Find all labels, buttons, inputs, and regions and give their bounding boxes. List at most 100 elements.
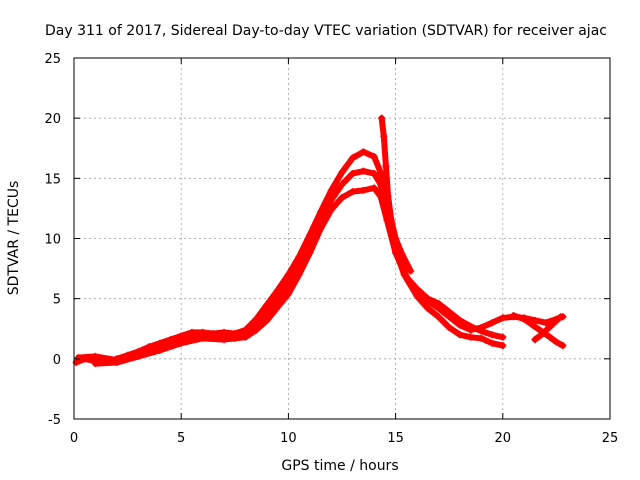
data-point bbox=[413, 292, 421, 300]
data-point bbox=[338, 180, 346, 188]
data-point bbox=[317, 225, 325, 233]
data-point bbox=[531, 336, 539, 344]
data-point bbox=[327, 186, 335, 194]
x-axis-title: GPS time / hours bbox=[281, 458, 398, 474]
data-point bbox=[377, 192, 385, 200]
y-tick-label: 20 bbox=[44, 112, 61, 127]
data-point bbox=[510, 312, 518, 320]
data-point bbox=[295, 271, 303, 279]
data-point bbox=[349, 188, 357, 196]
data-point bbox=[392, 235, 400, 242]
data-point bbox=[382, 162, 390, 170]
data-point bbox=[274, 303, 282, 311]
data-point bbox=[467, 322, 475, 330]
data-point bbox=[413, 285, 421, 293]
data-point bbox=[220, 336, 228, 344]
data-point bbox=[531, 316, 539, 324]
y-tick-label: 5 bbox=[53, 293, 61, 308]
series-trace bbox=[378, 115, 414, 274]
data-point bbox=[242, 333, 250, 341]
data-point bbox=[359, 148, 367, 156]
data-point bbox=[377, 180, 385, 188]
data-point bbox=[424, 295, 432, 303]
x-tick-label: 10 bbox=[280, 431, 297, 446]
data-point bbox=[327, 206, 335, 214]
data-point bbox=[546, 333, 554, 341]
data-point bbox=[370, 170, 378, 178]
data-point bbox=[263, 301, 271, 309]
data-point bbox=[338, 194, 346, 202]
y-tick-label: 25 bbox=[44, 52, 61, 67]
data-point bbox=[398, 250, 406, 258]
data-point bbox=[274, 295, 282, 303]
data-point bbox=[156, 346, 164, 354]
data-point bbox=[349, 170, 357, 178]
data-point bbox=[113, 358, 121, 366]
series-track-c bbox=[91, 184, 507, 368]
series-track-d bbox=[378, 114, 415, 275]
data-point bbox=[134, 352, 142, 360]
data-point bbox=[370, 184, 378, 192]
data-point bbox=[378, 114, 386, 122]
x-tick-label: 20 bbox=[495, 431, 512, 446]
data-point bbox=[552, 338, 560, 346]
data-point bbox=[284, 290, 292, 298]
data-point bbox=[359, 167, 367, 175]
data-point bbox=[387, 216, 395, 224]
data-point bbox=[544, 325, 552, 333]
data-point bbox=[477, 327, 485, 335]
data-point bbox=[488, 319, 496, 327]
data-point bbox=[91, 352, 99, 360]
data-point bbox=[445, 324, 453, 332]
data-point bbox=[177, 339, 185, 347]
data-point bbox=[542, 319, 550, 327]
data-point bbox=[306, 249, 314, 257]
data-point bbox=[499, 314, 507, 322]
data-point bbox=[488, 339, 496, 347]
data-point bbox=[445, 308, 453, 316]
data-point bbox=[370, 153, 378, 161]
data-point bbox=[327, 196, 335, 204]
chart-title: Day 311 of 2017, Sidereal Day-to-day VTE… bbox=[45, 23, 607, 39]
y-tick-label: 0 bbox=[53, 353, 61, 368]
y-tick-label: 15 bbox=[44, 172, 61, 187]
data-point bbox=[380, 132, 388, 140]
data-point bbox=[434, 299, 442, 307]
data-point bbox=[488, 331, 496, 339]
data-point bbox=[520, 315, 528, 323]
series-track-f bbox=[531, 313, 565, 344]
data-point bbox=[537, 331, 545, 339]
data-point bbox=[557, 313, 565, 321]
data-point bbox=[392, 249, 400, 257]
ticks: 0 5 10 15 20 25 -5 0 5 10 15 20 25 bbox=[44, 52, 618, 446]
data-point bbox=[359, 186, 367, 194]
data-point bbox=[377, 168, 385, 176]
y-tick-label: -5 bbox=[48, 413, 61, 428]
data-point bbox=[456, 331, 464, 339]
data-point bbox=[424, 304, 432, 312]
data-point bbox=[550, 319, 558, 327]
data-point bbox=[499, 333, 507, 341]
data-point bbox=[338, 168, 346, 176]
y-tick-label: 10 bbox=[44, 233, 61, 248]
x-tick-label: 25 bbox=[602, 431, 619, 446]
data-point bbox=[402, 273, 410, 281]
x-tick-label: 0 bbox=[70, 431, 78, 446]
data-point bbox=[559, 342, 567, 350]
data-point bbox=[263, 316, 271, 324]
data-point bbox=[384, 192, 392, 200]
data-point bbox=[434, 313, 442, 321]
data-points bbox=[72, 114, 567, 368]
data-point bbox=[477, 334, 485, 342]
data-point bbox=[91, 360, 99, 368]
data-point bbox=[529, 321, 537, 329]
data-point bbox=[199, 334, 207, 342]
data-point bbox=[349, 154, 357, 162]
x-tick-label: 15 bbox=[387, 431, 404, 446]
y-axis-title: SDTVAR / TECUs bbox=[6, 181, 22, 296]
data-point bbox=[274, 286, 282, 294]
data-point bbox=[467, 333, 475, 341]
data-point bbox=[252, 326, 260, 334]
